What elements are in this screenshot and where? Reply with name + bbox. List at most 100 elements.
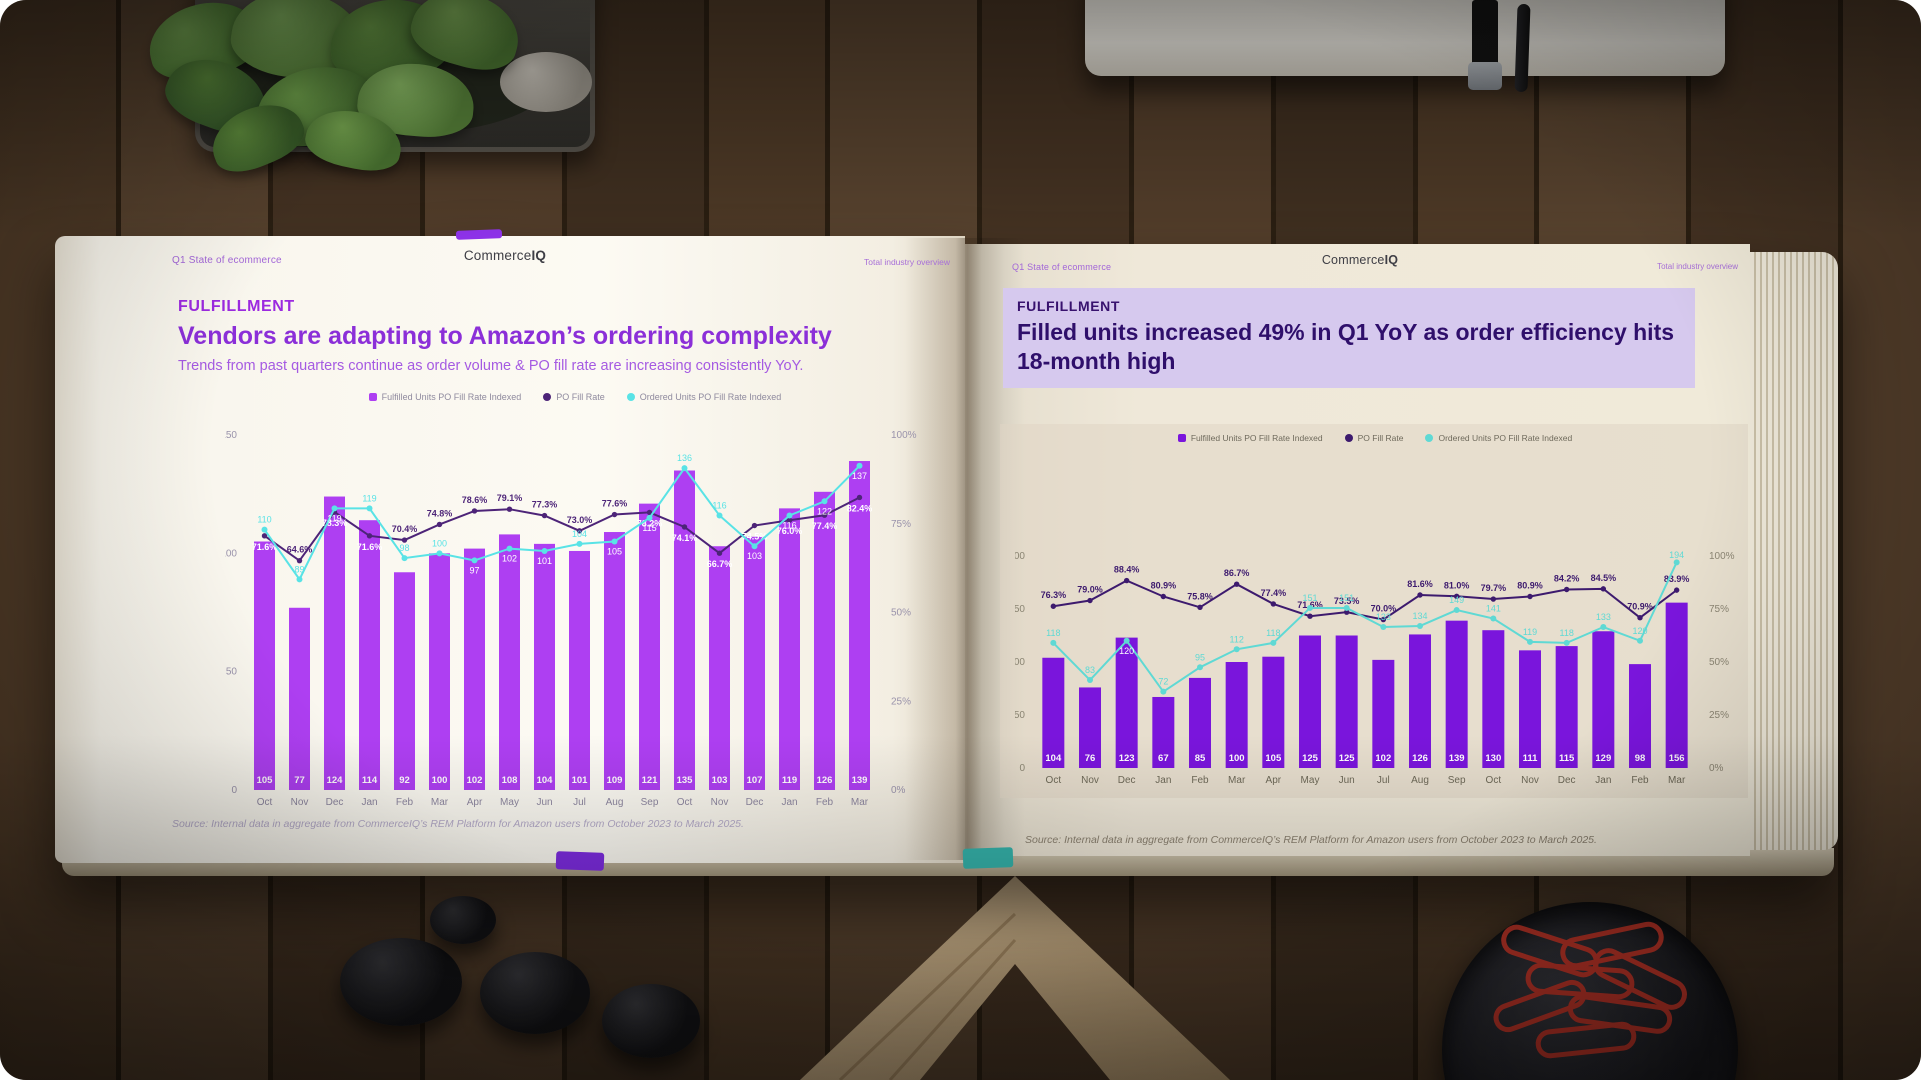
svg-text:122: 122	[817, 506, 832, 516]
svg-text:Aug: Aug	[1411, 775, 1429, 786]
svg-text:118: 118	[1046, 628, 1060, 638]
svg-text:Nov: Nov	[1081, 775, 1099, 786]
right-source-note: Source: Internal data in aggregate from …	[1025, 834, 1597, 846]
bar	[499, 534, 520, 790]
svg-text:81.0%: 81.0%	[1444, 580, 1470, 590]
svg-text:85: 85	[1195, 753, 1206, 764]
left-title: Vendors are adapting to Amazon’s orderin…	[178, 322, 832, 350]
svg-text:101: 101	[537, 556, 552, 566]
svg-text:100: 100	[432, 775, 448, 786]
bar	[604, 532, 625, 790]
svg-text:50: 50	[226, 667, 238, 678]
svg-text:Feb: Feb	[396, 797, 414, 808]
svg-text:119: 119	[782, 775, 797, 786]
svg-text:110: 110	[257, 515, 271, 525]
bar	[359, 520, 380, 790]
svg-text:May: May	[500, 797, 519, 808]
svg-text:83.9%: 83.9%	[1664, 574, 1690, 584]
svg-text:76: 76	[1085, 753, 1096, 764]
svg-text:25%: 25%	[891, 696, 911, 707]
svg-text:107: 107	[747, 775, 763, 786]
svg-text:141: 141	[1486, 604, 1501, 614]
svg-text:102: 102	[502, 554, 517, 564]
svg-text:200: 200	[1015, 551, 1025, 562]
svg-text:88.4%: 88.4%	[1114, 565, 1140, 575]
bar	[1115, 637, 1138, 768]
x-axis-labels: Oct Nov Dec Jan Feb Mar Apr May Jun Jul Aug Sep Oct N…	[1046, 775, 1686, 786]
svg-text:Feb: Feb	[816, 797, 834, 808]
pebble	[480, 952, 590, 1034]
bar	[1445, 620, 1468, 768]
svg-text:70.0%: 70.0%	[1371, 604, 1397, 614]
svg-text:156: 156	[1669, 753, 1685, 764]
logo-bold: IQ	[1384, 253, 1399, 267]
svg-text:149: 149	[1449, 595, 1464, 605]
bar	[744, 536, 765, 790]
svg-text:118: 118	[1266, 628, 1280, 638]
logo-text: Commerce	[1321, 253, 1385, 267]
left-page-header-label: Q1 State of ecommerce	[172, 255, 282, 266]
svg-text:67: 67	[1158, 753, 1169, 764]
bar	[289, 607, 310, 790]
wooden-a-frame	[800, 876, 1230, 1080]
po-fill-rate-line: 76.3%79.0%88.4%80.9%75.8%86.7%77.4%71.6%…	[1041, 565, 1690, 623]
legend-item: Ordered Units PO Fill Rate Indexed	[1425, 433, 1572, 443]
svg-text:0: 0	[1019, 763, 1025, 774]
svg-text:73.5%: 73.5%	[1334, 596, 1360, 606]
svg-text:75.8%: 75.8%	[1187, 591, 1213, 601]
left-chart-legend: Fulfilled Units PO Fill Rate Indexed PO …	[225, 392, 925, 402]
svg-text:Jul: Jul	[1377, 775, 1390, 786]
svg-text:80.9%: 80.9%	[1151, 580, 1177, 590]
svg-text:Jul: Jul	[573, 797, 586, 808]
svg-text:Mar: Mar	[1228, 775, 1246, 786]
svg-text:120: 120	[1632, 626, 1647, 636]
commerceiq-logo: CommerceIQ	[1270, 253, 1450, 267]
svg-text:Jun: Jun	[1339, 775, 1355, 786]
bar	[1189, 677, 1211, 768]
bar	[709, 546, 730, 790]
red-paperclips	[1493, 921, 1687, 1059]
svg-text:66.7%: 66.7%	[707, 559, 733, 569]
svg-text:74.5%: 74.5%	[742, 532, 768, 542]
bar	[814, 491, 835, 790]
svg-text:Mar: Mar	[431, 797, 449, 808]
svg-text:133: 133	[1376, 612, 1391, 622]
left-source-note: Source: Internal data in aggregate from …	[172, 818, 744, 830]
pebble	[602, 984, 700, 1058]
svg-text:Nov: Nov	[711, 797, 729, 808]
svg-text:97: 97	[469, 565, 479, 575]
svg-text:135: 135	[677, 775, 694, 786]
logo-bold: IQ	[531, 248, 547, 263]
bar	[1225, 662, 1248, 768]
svg-text:119: 119	[362, 493, 376, 503]
ordered-units-line: 118 83 120 72 95 112 118 151 151 133 134 149 141 119 1…	[1046, 550, 1684, 695]
svg-text:Mar: Mar	[1668, 775, 1686, 786]
svg-text:50: 50	[1015, 710, 1025, 721]
bar	[1042, 657, 1065, 768]
svg-text:79.0%: 79.0%	[1077, 585, 1103, 595]
fulfillment-combo-chart-left: 150 100 50 0 100% 75% 50% 25% 0% 105 77 124 114 92 100…	[225, 430, 917, 808]
y-axis-right: 100% 75% 50% 25% 0%	[1709, 551, 1735, 774]
svg-text:70.4%: 70.4%	[392, 524, 418, 534]
svg-text:124: 124	[327, 775, 344, 786]
bar-swatch-icon	[368, 393, 377, 401]
svg-text:150: 150	[1015, 604, 1025, 615]
purple-ribbon-top	[455, 229, 503, 240]
svg-text:116: 116	[712, 500, 726, 510]
right-page-header-label: Q1 State of ecommerce	[1012, 262, 1112, 272]
svg-text:125: 125	[1302, 753, 1319, 764]
svg-text:105: 105	[607, 547, 622, 557]
svg-text:98: 98	[399, 543, 409, 553]
legend-label: PO Fill Rate	[556, 392, 605, 402]
svg-text:77.4%: 77.4%	[812, 521, 838, 531]
svg-text:Dec: Dec	[1118, 775, 1136, 786]
svg-text:105: 105	[1265, 753, 1282, 764]
bar	[429, 553, 450, 790]
svg-text:86.7%: 86.7%	[1224, 568, 1250, 578]
svg-text:0%: 0%	[891, 785, 906, 796]
svg-text:114: 114	[362, 775, 378, 786]
notebook	[1085, 0, 1725, 76]
svg-text:73.0%: 73.0%	[567, 515, 593, 525]
